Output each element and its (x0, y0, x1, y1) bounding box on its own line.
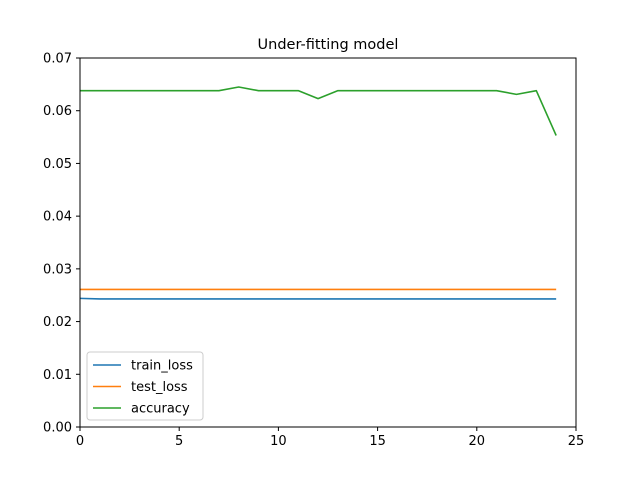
x-tick-label: 25 (568, 434, 585, 449)
chart-title: Under-fitting model (258, 37, 399, 53)
axes: 0 5 10 15 20 25 0.00 0.01 0.02 0.03 0.04 0.05 0.06 0.… (43, 52, 584, 450)
y-tick-label: 0.01 (43, 368, 72, 383)
series-lines (79, 86, 557, 300)
y-tick-label: 0.07 (43, 52, 72, 67)
legend-box (86, 351, 204, 421)
axes-frame (79, 57, 577, 428)
x-tick-label: 15 (369, 434, 386, 449)
legend-label-test-loss: test_loss (131, 380, 188, 395)
legend-label-train-loss: train_loss (131, 359, 193, 374)
x-tick-label: 5 (175, 434, 183, 449)
x-tick-label: 10 (270, 434, 287, 449)
series-line-train-loss (79, 297, 557, 300)
legend-label-accuracy: accuracy (131, 402, 190, 417)
x-tick-label: 20 (469, 434, 486, 449)
plot-area: 0 5 10 15 20 25 0.00 0.01 0.02 0.03 0.04 0.05 0.06 0.… (43, 52, 584, 450)
y-tick-label: 0.05 (43, 157, 72, 172)
y-tick-label: 0.02 (43, 315, 72, 330)
series-line-accuracy (80, 86, 557, 136)
y-tick-label: 0.04 (43, 210, 72, 225)
x-tick-label: 0 (76, 434, 84, 449)
y-tick-label: 0.00 (43, 421, 72, 436)
y-tick-label: 0.03 (43, 262, 72, 277)
legend: train_loss test_loss accuracy (86, 351, 204, 421)
y-tick-label: 0.06 (43, 104, 72, 119)
